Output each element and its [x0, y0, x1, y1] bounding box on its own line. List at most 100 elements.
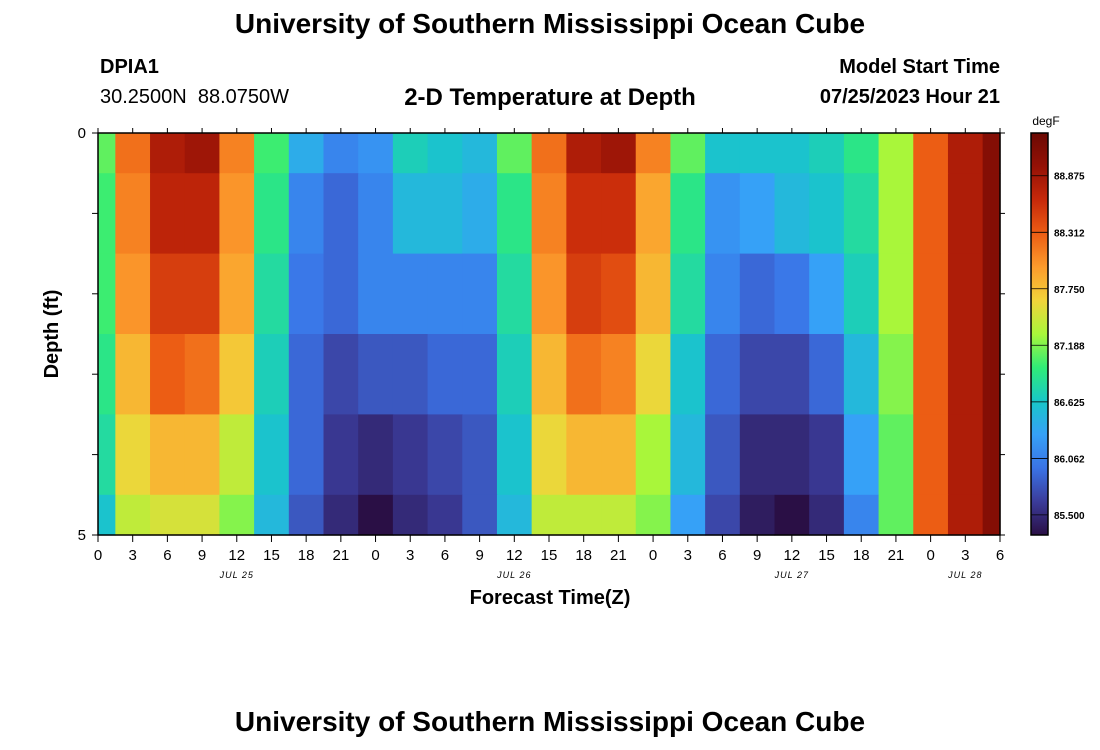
colorbar-tick-label: 88.312 — [1054, 228, 1085, 239]
heatmap-cell — [98, 173, 116, 255]
heatmap-cell — [670, 334, 706, 415]
heatmap-cell — [462, 133, 498, 174]
heatmap-cell — [670, 414, 706, 496]
heatmap-cell — [254, 133, 290, 174]
heatmap-cell — [392, 334, 429, 415]
heatmap-cell — [878, 253, 914, 335]
heatmap-cell — [150, 253, 186, 335]
heatmap-cell — [531, 133, 567, 174]
heatmap-cell — [809, 494, 845, 536]
heatmap-cell — [150, 494, 186, 536]
y-tick-label: 0 — [78, 125, 86, 142]
heatmap-cell — [358, 173, 394, 255]
heatmap-cell — [462, 414, 498, 496]
chart-title: University of Southern Mississippi Ocean… — [234, 8, 866, 39]
heatmap-cell — [809, 133, 845, 174]
heatmap-cell — [219, 173, 255, 255]
x-tick-label: 9 — [198, 547, 206, 564]
heatmap-cell — [115, 334, 151, 415]
heatmap-cell — [878, 173, 914, 255]
heatmap-cell — [254, 173, 290, 255]
heatmap-cell — [739, 253, 776, 335]
heatmap-cell — [982, 334, 1001, 415]
heatmap-cell — [150, 414, 186, 496]
heatmap-cell — [947, 173, 984, 255]
x-tick-label: 9 — [475, 547, 483, 564]
x-tick-label: 6 — [441, 547, 449, 564]
heatmap-cell — [635, 334, 672, 415]
heatmap-cell — [496, 334, 533, 415]
x-tick-label: 3 — [406, 547, 414, 564]
heatmap-cell — [670, 494, 706, 536]
heatmap-cell — [323, 253, 359, 335]
heatmap-cell — [705, 414, 741, 496]
heatmap-cell — [947, 494, 984, 536]
x-tick-label: 3 — [129, 547, 137, 564]
x-tick-label: 12 — [228, 547, 245, 564]
heatmap-cell — [947, 334, 984, 415]
heatmap-cell — [184, 253, 221, 335]
heatmap-cell — [323, 133, 359, 174]
model-start-time: 07/25/2023 Hour 21 — [819, 86, 1000, 108]
x-tick-label: 18 — [853, 547, 870, 564]
heatmap-cell — [947, 133, 984, 174]
heatmap-cell — [358, 133, 394, 174]
heatmap-cell — [98, 133, 116, 174]
heatmap-cell — [427, 133, 463, 174]
x-tick-label: 6 — [163, 547, 171, 564]
x-tick-label: 6 — [718, 547, 726, 564]
heatmap-cell — [115, 133, 151, 174]
date-label: JUL 25 — [219, 570, 254, 580]
heatmap-cell — [531, 494, 567, 536]
heatmap-cell — [670, 173, 706, 255]
heatmap-cell — [392, 173, 429, 255]
heatmap-cells — [98, 133, 1001, 536]
x-tick-label: 6 — [996, 547, 1004, 564]
heatmap-cell — [462, 173, 498, 255]
model-start-label: Model Start Time — [839, 56, 1000, 78]
heatmap-cell — [98, 334, 116, 415]
heatmap-cell — [288, 173, 325, 255]
heatmap-cell — [323, 173, 359, 255]
date-label: JUL 27 — [774, 570, 809, 580]
x-tick-label: 3 — [961, 547, 969, 564]
heatmap-cell — [601, 133, 637, 174]
heatmap-cell — [635, 173, 672, 255]
heatmap-cell — [150, 334, 186, 415]
x-tick-label: 15 — [818, 547, 835, 564]
heatmap-cell — [809, 334, 845, 415]
colorbar — [1030, 132, 1049, 536]
heatmap-cell — [427, 414, 463, 496]
colorbar-unit: degF — [1032, 114, 1059, 128]
heatmap-cell — [982, 253, 1001, 335]
colorbar-tick-label: 87.188 — [1054, 341, 1085, 352]
x-tick-label: 3 — [684, 547, 692, 564]
heatmap-cell — [913, 414, 949, 496]
heatmap-cell — [254, 334, 290, 415]
heatmap-cell — [566, 133, 602, 174]
heatmap-cell — [739, 173, 776, 255]
heatmap-cell — [739, 494, 776, 536]
heatmap-cell — [809, 414, 845, 496]
heatmap-cell — [358, 494, 394, 536]
heatmap-cell — [670, 253, 706, 335]
heatmap-cell — [739, 414, 776, 496]
colorbar-tick-label: 85.500 — [1054, 511, 1085, 522]
heatmap-cell — [392, 253, 429, 335]
heatmap-cell — [739, 133, 776, 174]
heatmap-cell — [323, 494, 359, 536]
heatmap-cell — [496, 414, 533, 496]
heatmap-cell — [115, 494, 151, 536]
heatmap-cell — [150, 133, 186, 174]
heatmap-cell — [566, 414, 602, 496]
heatmap-cell — [462, 494, 498, 536]
heatmap-cell — [843, 494, 880, 536]
heatmap-cell — [566, 173, 602, 255]
footer-title: University of Southern Mississippi Ocean… — [234, 706, 866, 737]
x-tick-label: 21 — [333, 547, 350, 564]
x-tick-label: 0 — [926, 547, 934, 564]
x-tick-label: 12 — [784, 547, 801, 564]
heatmap-cell — [878, 133, 914, 174]
heatmap-cell — [392, 494, 429, 536]
heatmap-cell — [219, 494, 255, 536]
